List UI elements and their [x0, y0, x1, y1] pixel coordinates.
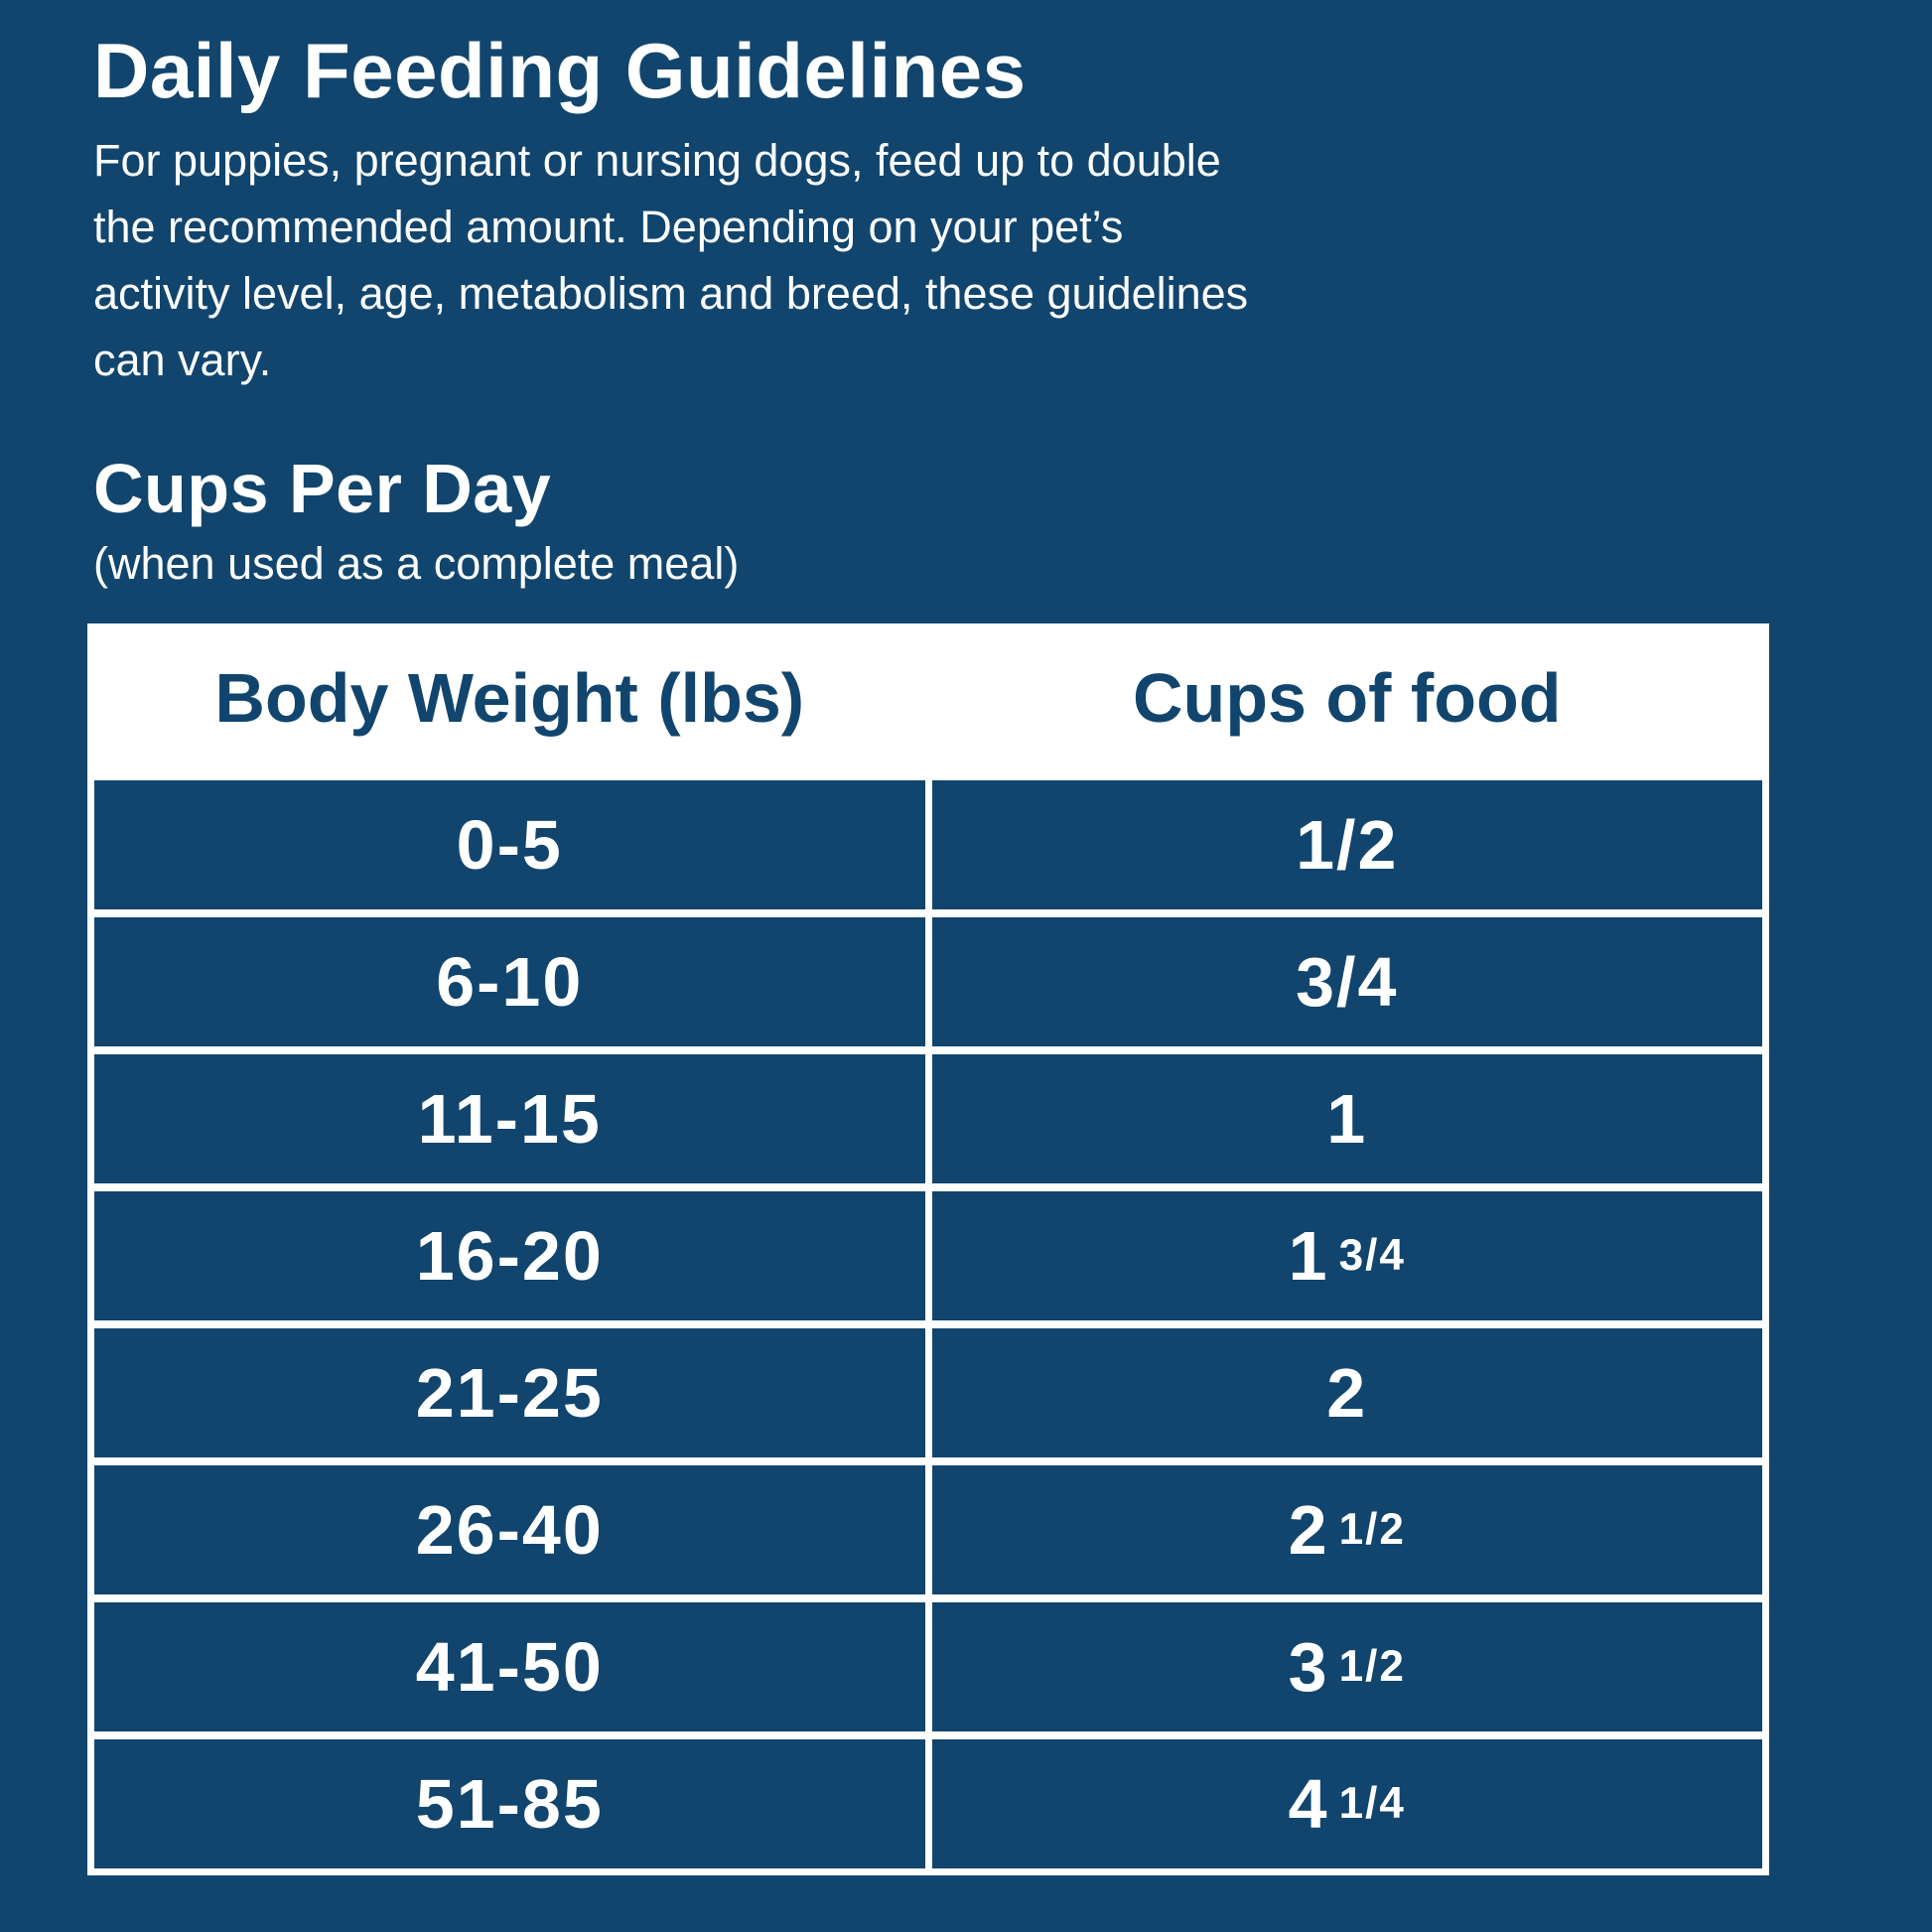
column-header-cups-of-food: Cups of food: [931, 623, 1762, 772]
table-cell-weight: 21-25: [94, 1328, 925, 1457]
cups-fraction: 1/2: [1338, 1642, 1406, 1691]
table-cell-weight: 0-5: [94, 780, 925, 909]
cups-fraction: 1/4: [1338, 1779, 1406, 1828]
table-cell-cups: 1: [931, 1054, 1762, 1183]
cups-main: 1/2: [1296, 806, 1399, 884]
cups-main: 4: [1288, 1765, 1329, 1843]
cups-main: 3: [1288, 1628, 1329, 1706]
table-cell-weight: 51-85: [94, 1739, 925, 1868]
table-cell-cups: 3/4: [931, 917, 1762, 1046]
table-cell-weight: 26-40: [94, 1465, 925, 1594]
table-cell-cups: 1/2: [931, 780, 1762, 909]
table-cell-cups: 3 1/2: [931, 1602, 1762, 1731]
table-cell-weight: 41-50: [94, 1602, 925, 1731]
cups-main: 1: [1288, 1217, 1329, 1295]
feeding-table: Body Weight (lbs) Cups of food 0-5 1/2 6…: [87, 623, 1769, 1875]
section-subheading: (when used as a complete meal): [93, 538, 740, 589]
column-header-body-weight: Body Weight (lbs): [94, 623, 925, 772]
cups-main: 3/4: [1296, 943, 1399, 1021]
cups-fraction: 3/4: [1338, 1231, 1406, 1280]
intro-paragraph: For puppies, pregnant or nursing dogs, f…: [93, 127, 1248, 393]
table-cell-cups: 4 1/4: [931, 1739, 1762, 1868]
intro-line: the recommended amount. Depending on you…: [93, 202, 1124, 252]
intro-line: activity level, age, metabolism and bree…: [93, 268, 1249, 319]
intro-line: can vary.: [93, 335, 272, 385]
section-heading-cups-per-day: Cups Per Day: [93, 450, 552, 527]
table-cell-cups: 2: [931, 1328, 1762, 1457]
cups-fraction: 1/2: [1338, 1505, 1406, 1554]
cups-main: 2: [1288, 1491, 1329, 1569]
table-cell-weight: 11-15: [94, 1054, 925, 1183]
table-cell-weight: 6-10: [94, 917, 925, 1046]
intro-line: For puppies, pregnant or nursing dogs, f…: [93, 135, 1221, 186]
table-cell-cups: 1 3/4: [931, 1191, 1762, 1320]
cups-main: 2: [1326, 1354, 1368, 1432]
table-cell-cups: 2 1/2: [931, 1465, 1762, 1594]
page-title: Daily Feeding Guidelines: [93, 27, 1027, 114]
table-cell-weight: 16-20: [94, 1191, 925, 1320]
cups-main: 1: [1326, 1080, 1368, 1158]
